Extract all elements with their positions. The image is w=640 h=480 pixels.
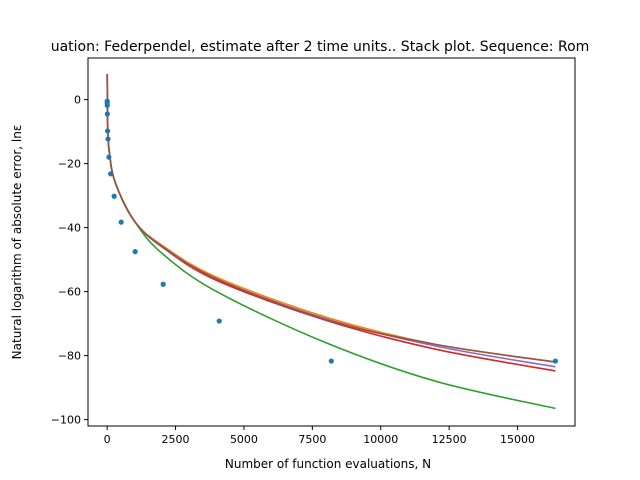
x-tick-label: 5000 <box>230 433 258 446</box>
y-tick-label: −100 <box>51 414 81 427</box>
x-tick-label: 2500 <box>162 433 190 446</box>
points-layer <box>104 98 559 364</box>
data-point <box>328 358 334 364</box>
y-axis-label: Natural logarithm of absolute error, lnε <box>10 125 24 360</box>
data-point <box>216 318 222 324</box>
data-point <box>104 128 111 134</box>
data-point <box>132 249 138 255</box>
y-tick-label: −80 <box>58 350 81 363</box>
x-tick-label: 15000 <box>500 433 535 446</box>
data-point <box>552 358 559 364</box>
y-tick-label: 0 <box>74 94 81 107</box>
y-tick-label: −40 <box>58 222 81 235</box>
data-point <box>105 136 111 142</box>
x-tick-label: 7500 <box>298 433 326 446</box>
data-point <box>108 171 114 177</box>
x-tick-label: 0 <box>104 433 111 446</box>
chart-title: uation: Federpendel, estimate after 2 ti… <box>51 39 590 55</box>
axes-frame <box>87 57 576 427</box>
y-tick-label: −60 <box>58 286 81 299</box>
y-tick-label: −20 <box>58 158 81 171</box>
data-point <box>118 219 124 225</box>
data-point <box>104 102 110 108</box>
x-axis-ticks: 0 2500 5000 7500 10000 12500 15000 <box>104 426 535 446</box>
series-layer <box>106 73 556 410</box>
x-axis-label: Number of function evaluations, N <box>225 457 431 471</box>
x-tick-label: 10000 <box>363 433 398 446</box>
x-tick-label: 12500 <box>432 433 467 446</box>
data-point <box>160 281 166 287</box>
y-axis-ticks: 0 −20 −40 −60 −80 −100 <box>51 94 88 427</box>
data-point <box>106 154 112 160</box>
series-line-4 <box>106 73 556 363</box>
data-point <box>111 193 117 199</box>
data-point <box>104 111 110 117</box>
